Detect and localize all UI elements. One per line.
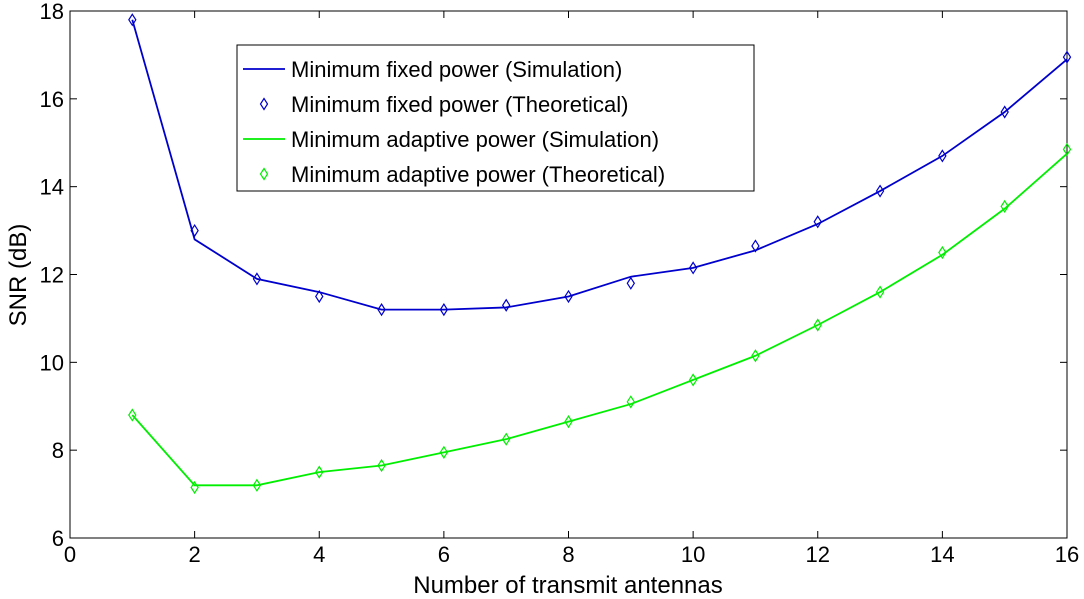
legend: Minimum fixed power (Simulation) Minimum …	[236, 44, 755, 192]
y-tick-label: 18	[40, 0, 64, 24]
data-point-marker	[252, 478, 262, 492]
legend-box	[236, 44, 755, 192]
data-point-marker	[875, 285, 885, 299]
data-point-marker	[501, 432, 511, 446]
series-2	[128, 13, 1072, 317]
data-point-marker	[128, 13, 137, 27]
y-tick-label: 16	[40, 87, 64, 112]
series-4	[128, 142, 1072, 495]
data-point-marker	[128, 408, 137, 422]
data-point-marker	[626, 276, 636, 290]
y-tick-label: 14	[40, 175, 64, 200]
data-point-marker	[315, 289, 324, 304]
legend-entry: Minimum fixed power (Theoretical)	[259, 92, 628, 117]
data-point-marker	[564, 415, 573, 429]
legend-label: Minimum adaptive power (Theoretical)	[291, 162, 665, 187]
data-point-marker	[875, 184, 885, 198]
data-point-marker	[377, 303, 386, 317]
data-point-marker	[315, 465, 324, 479]
data-point-marker	[938, 149, 947, 163]
x-tick-label: 2	[189, 542, 201, 567]
axis-ticks: 0 2 4 6 8 10 12 14 16 6 8 10 12 14 16 18	[40, 0, 1080, 567]
data-point-marker	[751, 239, 760, 253]
data-point-marker	[688, 261, 698, 275]
series-3	[131, 153, 1068, 487]
y-axis-label: SNR (dB)	[5, 224, 32, 327]
series-line	[131, 153, 1068, 487]
data-point-marker	[1062, 142, 1072, 156]
x-tick-label: 0	[64, 542, 76, 567]
data-point-marker	[751, 349, 760, 363]
legend-entry: Minimum adaptive power (Simulation)	[243, 127, 659, 152]
x-tick-label: 10	[681, 542, 705, 567]
data-point-marker	[501, 298, 511, 312]
y-tick-label: 8	[52, 438, 64, 463]
series-layer	[128, 13, 1072, 495]
legend-entry: Minimum adaptive power (Theoretical)	[259, 162, 665, 187]
data-point-marker	[813, 215, 822, 229]
data-point-marker	[1000, 199, 1009, 214]
series-line	[131, 19, 1068, 311]
x-tick-label: 14	[930, 542, 954, 567]
data-point-marker	[564, 289, 573, 304]
x-tick-label: 4	[313, 542, 325, 567]
x-tick-label: 12	[806, 542, 830, 567]
legend-marker-swatch	[259, 97, 269, 111]
legend-entry: Minimum fixed power (Simulation)	[243, 57, 622, 82]
data-point-marker	[938, 245, 947, 260]
x-tick-label: 8	[562, 542, 574, 567]
y-tick-label: 6	[52, 526, 64, 551]
x-tick-label: 16	[1055, 542, 1079, 567]
data-point-marker	[1000, 105, 1009, 119]
legend-label: Minimum adaptive power (Simulation)	[291, 127, 659, 152]
data-point-marker	[190, 480, 199, 495]
data-point-marker	[688, 373, 698, 387]
legend-marker-swatch	[259, 167, 269, 181]
series-1	[131, 19, 1068, 311]
y-tick-label: 12	[40, 263, 64, 288]
legend-label: Minimum fixed power (Simulation)	[291, 57, 622, 82]
data-point-marker	[377, 458, 386, 473]
y-tick-label: 10	[40, 350, 64, 375]
x-axis-label: Number of transmit antennas	[413, 572, 722, 599]
data-point-marker	[439, 303, 449, 317]
data-point-marker	[439, 445, 449, 459]
data-point-marker	[813, 318, 822, 332]
data-point-marker	[626, 395, 636, 409]
data-point-marker	[252, 272, 262, 286]
x-tick-label: 6	[438, 542, 450, 567]
data-point-marker	[1062, 50, 1072, 64]
legend-label: Minimum fixed power (Theoretical)	[291, 92, 628, 117]
data-point-marker	[190, 223, 199, 238]
